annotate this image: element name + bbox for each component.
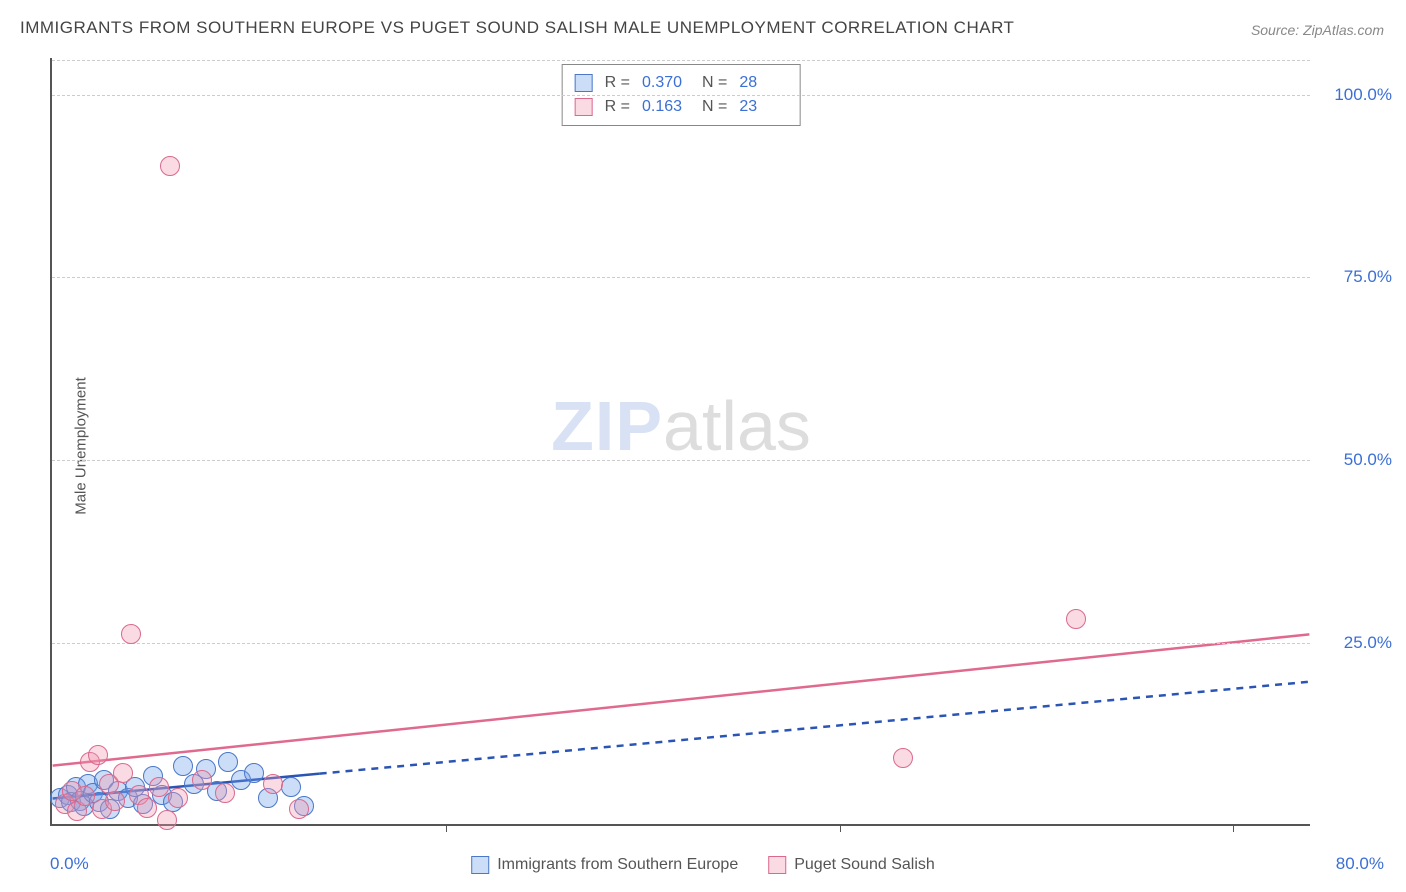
chart-title: IMMIGRANTS FROM SOUTHERN EUROPE VS PUGET…	[20, 18, 1014, 38]
data-point-blue	[244, 763, 264, 783]
plot-area: ZIPatlas R = 0.370 N = 28 R = 0.163 N = …	[50, 58, 1310, 826]
r-label-pink: R =	[605, 95, 630, 119]
data-point-blue	[281, 777, 301, 797]
y-tick-label: 25.0%	[1344, 633, 1392, 653]
n-label-blue: N =	[702, 71, 727, 95]
legend-row-pink: R = 0.163 N = 23	[575, 95, 788, 119]
series-name-pink: Puget Sound Salish	[794, 856, 935, 874]
series-legend: Immigrants from Southern Europe Puget So…	[471, 856, 935, 874]
data-point-pink	[157, 810, 177, 830]
x-tick	[1233, 824, 1234, 832]
trend-lines	[52, 58, 1310, 824]
data-point-blue	[173, 756, 193, 776]
legend-item-pink: Puget Sound Salish	[768, 856, 935, 874]
n-label-pink: N =	[702, 95, 727, 119]
data-point-pink	[192, 770, 212, 790]
x-tick	[446, 824, 447, 832]
legend-item-blue: Immigrants from Southern Europe	[471, 856, 738, 874]
data-point-pink	[137, 798, 157, 818]
data-point-pink	[168, 788, 188, 808]
data-point-pink	[113, 763, 133, 783]
y-tick-label: 75.0%	[1344, 267, 1392, 287]
x-axis-max-label: 80.0%	[1336, 854, 1384, 874]
data-point-pink	[88, 745, 108, 765]
series-name-blue: Immigrants from Southern Europe	[497, 856, 738, 874]
data-point-pink	[160, 156, 180, 176]
legend-row-blue: R = 0.370 N = 28	[575, 71, 788, 95]
n-value-pink: 23	[739, 95, 787, 119]
data-point-pink	[75, 786, 95, 806]
n-value-blue: 28	[739, 71, 787, 95]
x-tick	[840, 824, 841, 832]
swatch-pink	[575, 98, 593, 116]
data-point-pink	[215, 783, 235, 803]
swatch-pink-bottom	[768, 856, 786, 874]
data-point-pink	[149, 777, 169, 797]
grid-line	[52, 95, 1310, 96]
x-axis-min-label: 0.0%	[50, 854, 89, 874]
trend-line-blue-extrapolated	[320, 682, 1310, 774]
swatch-blue-bottom	[471, 856, 489, 874]
data-point-pink	[105, 791, 125, 811]
r-label-blue: R =	[605, 71, 630, 95]
grid-line	[52, 460, 1310, 461]
grid-line	[52, 643, 1310, 644]
y-tick-label: 100.0%	[1334, 85, 1392, 105]
data-point-pink	[121, 624, 141, 644]
r-value-blue: 0.370	[642, 71, 690, 95]
y-tick-label: 50.0%	[1344, 450, 1392, 470]
grid-line	[52, 277, 1310, 278]
r-value-pink: 0.163	[642, 95, 690, 119]
data-point-pink	[1066, 609, 1086, 629]
source-attribution: Source: ZipAtlas.com	[1251, 22, 1384, 38]
swatch-blue	[575, 74, 593, 92]
data-point-blue	[218, 752, 238, 772]
data-point-pink	[289, 799, 309, 819]
data-point-pink	[893, 748, 913, 768]
grid-line	[52, 60, 1310, 61]
data-point-pink	[263, 774, 283, 794]
